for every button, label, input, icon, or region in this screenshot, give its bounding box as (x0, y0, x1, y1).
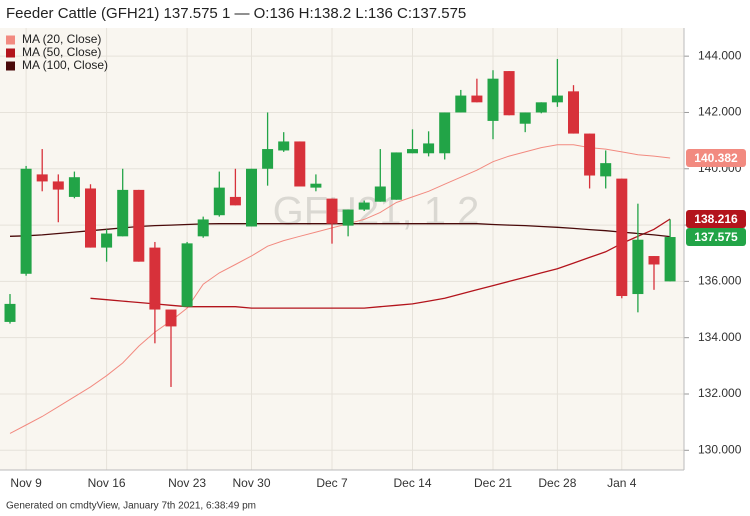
candle-body (551, 95, 563, 103)
candle-body (455, 95, 467, 113)
candle-body (278, 141, 290, 151)
y-tick-label: 142.000 (698, 105, 742, 119)
candle-body (503, 71, 515, 116)
chart-title: Feeder Cattle (GFH21) 137.575 1 — O:136 … (6, 5, 466, 22)
x-tick-label: Dec 7 (316, 476, 348, 490)
legend-label: MA (100, Close) (22, 58, 108, 72)
y-tick-label: 134.000 (698, 330, 742, 344)
candle-body (117, 189, 129, 237)
candle-body (52, 181, 64, 190)
price-badge-label: 137.575 (694, 230, 738, 244)
legend-swatch (6, 35, 15, 45)
y-tick-label: 144.000 (698, 48, 742, 62)
plot-area (0, 28, 684, 470)
price-badge (686, 228, 746, 247)
candle-body (390, 152, 402, 200)
x-tick-label: Jan 4 (607, 476, 637, 490)
x-tick-label: Dec 28 (538, 476, 576, 490)
candle-body (568, 91, 579, 134)
candle-body (294, 141, 306, 187)
candle-body (632, 239, 644, 295)
price-badge (686, 209, 746, 228)
x-tick-label: Nov 23 (168, 476, 206, 490)
x-tick-label: Nov 9 (10, 476, 42, 490)
candle-body (4, 303, 16, 322)
candle-body (600, 163, 612, 177)
y-tick-label: 130.000 (698, 442, 742, 456)
candle-body (36, 174, 48, 182)
candle-body (584, 133, 596, 176)
candle-body (246, 168, 257, 227)
candle-body (616, 178, 628, 297)
legend-label: MA (50, Close) (22, 45, 101, 59)
candle-body (648, 256, 660, 265)
candle-body (487, 78, 499, 121)
candle-body (149, 247, 161, 310)
candle-body (20, 168, 32, 274)
footer: Generated on cmdtyView, January 7th 2021… (6, 501, 256, 512)
y-tick-label: 132.000 (698, 386, 742, 400)
y-tick-label: 136.000 (698, 274, 742, 288)
candle-body (535, 102, 547, 113)
candle-body (213, 187, 225, 216)
price-badge-label: 140.382 (694, 151, 738, 165)
candle-body (85, 188, 96, 248)
price-badge (686, 149, 746, 168)
candle-body (326, 198, 338, 224)
x-tick-label: Dec 14 (393, 476, 431, 490)
candle-body (358, 202, 370, 210)
candle-body (439, 112, 451, 154)
candle-body (133, 189, 145, 262)
candle-body (342, 209, 354, 226)
candle-body (407, 149, 418, 154)
x-tick-label: Nov 16 (88, 476, 126, 490)
candle-body (262, 149, 274, 169)
price-badge-label: 138.216 (694, 212, 738, 226)
candle-body (471, 95, 483, 103)
candle-body (197, 219, 209, 237)
candle-body (181, 243, 193, 307)
legend-swatch (6, 48, 15, 58)
candle-body (310, 183, 322, 188)
candle-body (229, 196, 241, 206)
candle-body (165, 309, 177, 327)
candle-body (519, 112, 531, 124)
legend-swatch (6, 61, 15, 71)
candle-body (423, 143, 435, 154)
candle-body (68, 177, 80, 197)
x-tick-label: Dec 21 (474, 476, 512, 490)
legend-label: MA (20, Close) (22, 32, 101, 46)
x-tick-label: Nov 30 (232, 476, 270, 490)
candle-body (101, 233, 113, 248)
candle-body (664, 237, 676, 282)
candle-body (374, 186, 386, 202)
ma-line (9, 144, 671, 434)
